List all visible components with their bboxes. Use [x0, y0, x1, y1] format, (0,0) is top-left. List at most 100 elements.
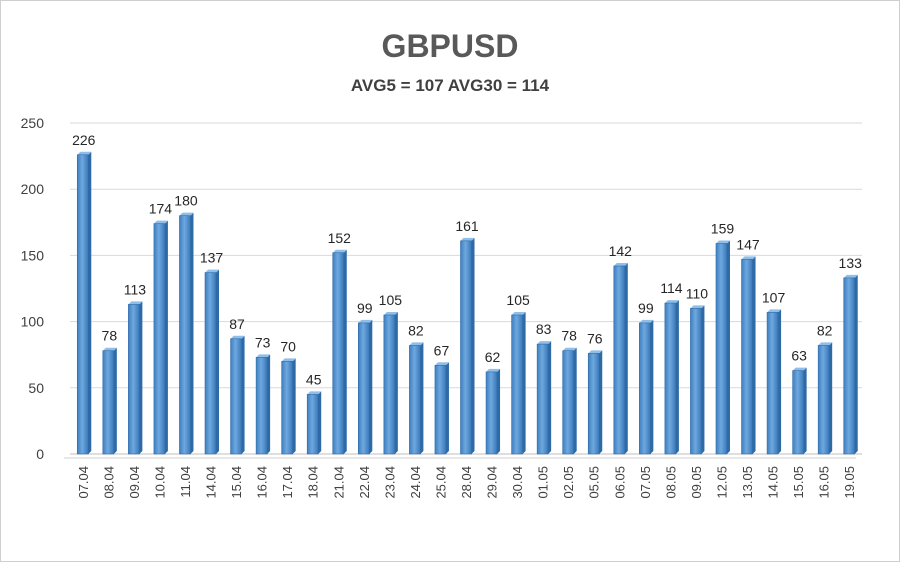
bar-side [216, 269, 220, 454]
chart-subtitle: AVG5 = 107 AVG30 = 114 [350, 76, 550, 95]
bar-top [537, 341, 552, 345]
x-tick-label: 14.05 [766, 466, 781, 499]
bar-side [394, 311, 398, 454]
bar-side [522, 311, 526, 454]
x-tick-label: 08.04 [101, 466, 116, 499]
data-label: 83 [536, 321, 552, 337]
data-label: 105 [379, 292, 403, 308]
x-tick-label: 14.04 [204, 466, 219, 499]
bar-side [675, 300, 679, 454]
bar [792, 370, 804, 455]
bar-top [307, 391, 322, 395]
bar [179, 215, 191, 455]
data-label: 105 [506, 292, 530, 308]
bar-top [767, 309, 782, 313]
bar [843, 277, 856, 455]
data-label: 142 [609, 243, 633, 259]
bar [664, 302, 677, 455]
x-tick-label: 15.05 [791, 466, 806, 499]
x-tick-label: 12.05 [714, 466, 729, 499]
x-tick-label: 07.04 [76, 466, 91, 499]
bar-side [318, 391, 322, 454]
data-label: 67 [434, 342, 450, 358]
bar-side [471, 237, 475, 454]
bar [332, 252, 345, 455]
y-tick-label: 200 [21, 181, 45, 197]
data-label: 99 [357, 300, 373, 316]
data-label: 99 [638, 300, 654, 316]
bar-side [369, 319, 373, 454]
bar-top [588, 350, 603, 354]
bar-side [778, 309, 782, 454]
bar-top [741, 256, 756, 260]
bar-top [153, 220, 168, 224]
data-label: 76 [587, 330, 603, 346]
bar [741, 259, 753, 455]
bar-side [292, 358, 296, 454]
data-label: 137 [200, 250, 224, 266]
x-tick-label: 08.05 [663, 466, 678, 499]
bar-top [205, 269, 220, 273]
data-label: 110 [686, 285, 709, 301]
bar [281, 361, 293, 455]
bar-top [102, 347, 117, 351]
data-label: 152 [328, 230, 352, 246]
y-tick-label: 50 [28, 380, 44, 396]
x-tick-label: 02.05 [561, 466, 576, 499]
bar [536, 343, 549, 455]
bar-top [256, 354, 271, 358]
bar-side [548, 341, 552, 454]
bar-side [573, 347, 577, 454]
bar [639, 322, 651, 455]
bar-top [690, 305, 705, 309]
x-tick-label: 09.05 [689, 466, 704, 499]
data-label: 78 [561, 328, 577, 344]
bar [562, 350, 574, 455]
data-label: 70 [280, 338, 296, 354]
bar-top [77, 151, 92, 155]
data-label: 226 [72, 132, 96, 148]
bar-top [281, 358, 296, 362]
bar-top [715, 240, 730, 244]
x-tick-label: 25.04 [433, 466, 448, 499]
y-tick-label: 150 [21, 247, 45, 263]
bar-side [88, 151, 92, 454]
x-tick-label: 24.04 [408, 466, 423, 499]
bar-top [792, 367, 807, 371]
x-tick-label: 10.04 [152, 466, 167, 499]
data-label: 87 [229, 316, 245, 332]
bar-side [701, 305, 705, 454]
bar-top [230, 335, 245, 339]
bar-side [497, 368, 501, 454]
bar-side [139, 301, 143, 454]
data-label: 62 [485, 349, 501, 365]
x-tick-label: 16.04 [255, 466, 270, 499]
bar-side [113, 347, 117, 454]
bar [230, 338, 242, 455]
bar-side [343, 249, 347, 454]
y-tick-label: 100 [21, 314, 45, 330]
bar [511, 314, 523, 455]
data-label: 180 [174, 193, 198, 209]
y-tick-label: 250 [21, 115, 45, 131]
bar-side [267, 354, 271, 454]
bar [434, 364, 447, 455]
bar-side [241, 335, 245, 454]
x-tick-label: 05.05 [587, 466, 602, 499]
x-tick-label: 19.05 [842, 466, 857, 499]
x-tick-label: 15.04 [229, 466, 244, 499]
bar-side [726, 240, 730, 454]
bar-top [664, 300, 679, 304]
x-tick-label: 16.05 [817, 466, 832, 499]
data-label: 174 [149, 201, 173, 217]
chart-title: GBPUSD [381, 28, 519, 64]
data-label: 73 [255, 334, 271, 350]
bar-top [332, 249, 347, 253]
bar [153, 223, 166, 455]
data-label: 159 [711, 220, 735, 236]
data-label: 45 [306, 371, 322, 387]
bar-side [803, 367, 807, 454]
data-label: 82 [408, 322, 424, 338]
x-tick-label: 09.04 [127, 466, 142, 499]
bar [76, 154, 89, 455]
